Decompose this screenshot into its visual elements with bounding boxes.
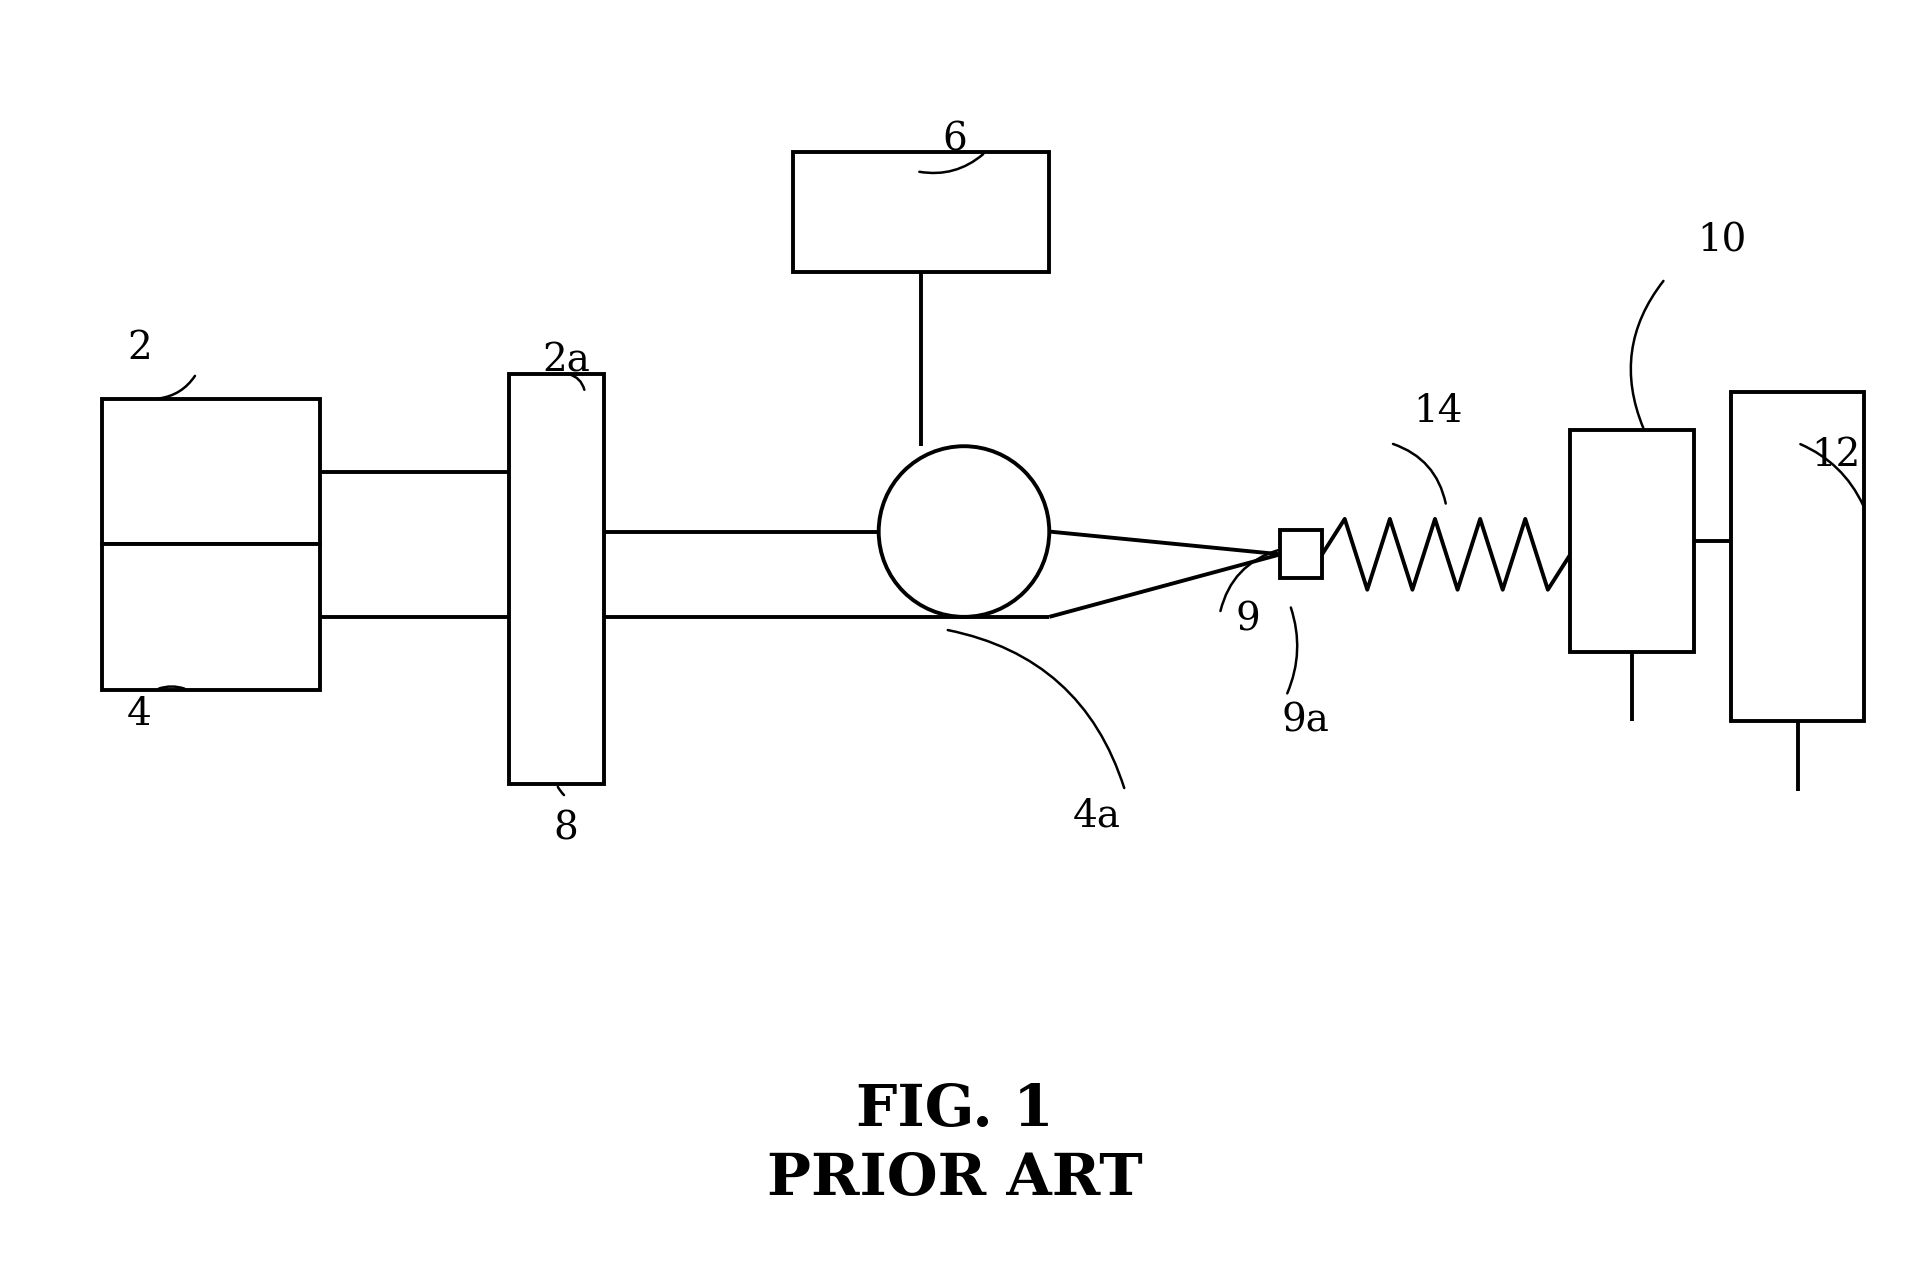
Bar <box>1281 530 1323 579</box>
Text: 9a: 9a <box>1281 703 1329 740</box>
Text: 12: 12 <box>1812 437 1861 474</box>
Text: FIG. 1
PRIOR ART: FIG. 1 PRIOR ART <box>767 1082 1142 1208</box>
Bar <box>794 152 1050 272</box>
Bar <box>101 399 319 544</box>
Bar <box>1571 431 1693 652</box>
Text: 2a: 2a <box>542 343 590 380</box>
Ellipse shape <box>878 446 1050 617</box>
Text: 6: 6 <box>943 121 966 158</box>
Bar <box>1731 392 1865 721</box>
Text: 8: 8 <box>554 810 578 847</box>
Text: 14: 14 <box>1413 392 1462 429</box>
Text: 4a: 4a <box>1073 797 1121 835</box>
Bar <box>101 544 319 690</box>
Text: 9: 9 <box>1235 602 1260 639</box>
Text: 4: 4 <box>128 697 153 734</box>
Text: 10: 10 <box>1697 222 1747 259</box>
Bar <box>510 373 603 785</box>
Text: 2: 2 <box>128 330 153 367</box>
